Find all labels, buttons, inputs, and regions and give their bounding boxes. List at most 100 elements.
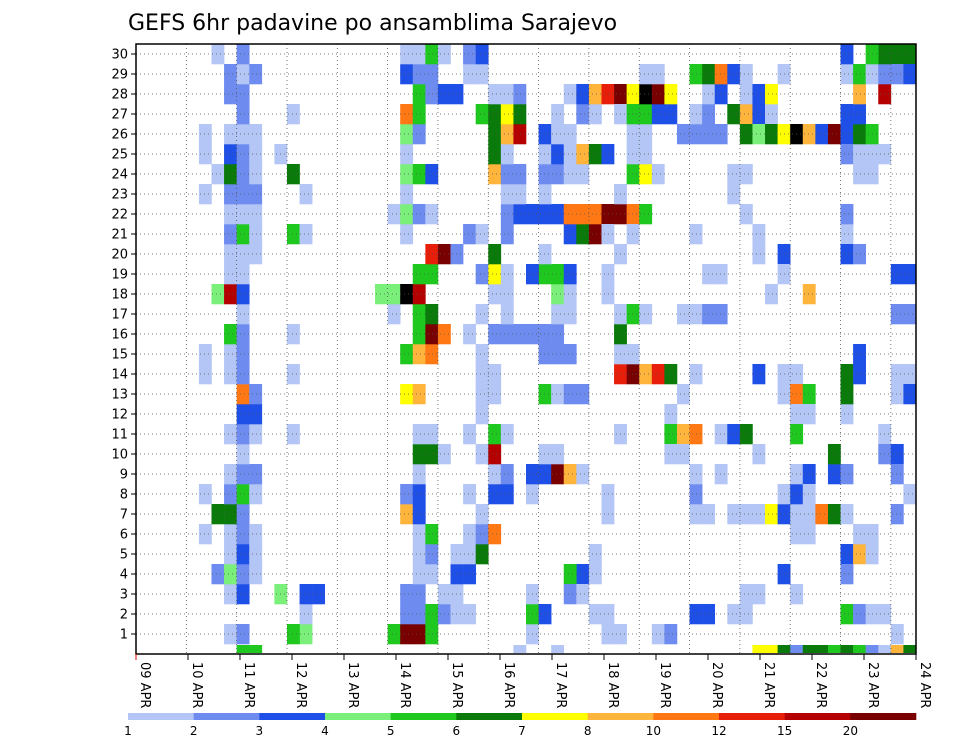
legend-label: 15	[777, 724, 792, 738]
heatmap-cell	[286, 164, 300, 185]
heatmap-cell	[412, 544, 426, 565]
x-tick-label: 16 APR	[501, 662, 516, 708]
heatmap-cell	[249, 484, 263, 505]
y-tick-label: 2	[120, 608, 128, 623]
heatmap-cell	[412, 504, 426, 525]
heatmap-cell	[224, 424, 237, 445]
heatmap-cell	[802, 404, 816, 425]
heatmap-cell	[626, 224, 640, 245]
heatmap-cell	[626, 84, 640, 105]
heatmap-cell	[752, 244, 766, 265]
color-legend: 1 2 3 4 5 6 7 8 10 12 15 20	[124, 713, 917, 738]
heatmap-cell	[500, 204, 514, 225]
heatmap-cell	[475, 504, 489, 525]
heatmap-cell	[890, 304, 904, 325]
heatmap-cell	[739, 424, 753, 445]
heatmap-cell	[551, 204, 565, 225]
heatmap-cell	[601, 204, 615, 225]
heatmap-cell	[425, 524, 439, 545]
control-strip-cell	[777, 645, 791, 653]
heatmap-cell	[224, 184, 237, 205]
heatmap-cell	[463, 544, 476, 565]
y-tick-label: 12	[111, 408, 128, 423]
heatmap-cell	[651, 64, 665, 85]
heatmap-cell	[739, 504, 753, 525]
y-tick-label: 18	[111, 288, 128, 303]
heatmap-cell	[903, 484, 917, 505]
y-tick-label: 25	[111, 148, 128, 163]
heatmap-cell	[563, 384, 577, 405]
x-tick-label: 14 APR	[397, 662, 412, 708]
heatmap-cell	[500, 484, 514, 505]
legend-label: 8	[584, 724, 592, 738]
heatmap-cell	[425, 444, 439, 465]
heatmap-cell	[249, 124, 263, 145]
heatmap-cell	[853, 364, 866, 385]
heatmap-cell	[412, 624, 426, 645]
heatmap-cell	[689, 224, 703, 245]
heatmap-cell	[236, 64, 250, 85]
x-tick-label: 22 APR	[813, 662, 828, 708]
heatmap-cell	[739, 164, 753, 185]
heatmap-cell	[299, 184, 313, 205]
heatmap-cell	[689, 104, 703, 125]
heatmap-cell	[840, 224, 854, 245]
x-tick-label: 17 APR	[553, 662, 568, 708]
heatmap-cell	[588, 224, 602, 245]
heatmap-cell	[727, 604, 741, 625]
y-tick-label: 16	[111, 328, 128, 343]
heatmap-cell	[236, 324, 250, 345]
heatmap-cell	[563, 84, 577, 105]
heatmap-cell	[651, 164, 665, 185]
heatmap-cell	[475, 44, 489, 65]
heatmap-cell	[475, 524, 489, 545]
x-tick-label: 19 APR	[657, 662, 672, 708]
legend-swatch	[587, 713, 654, 720]
heatmap-cell	[475, 304, 489, 325]
heatmap-cell	[664, 404, 678, 425]
heatmap-cell	[488, 284, 502, 305]
heatmap-cell	[236, 304, 250, 325]
heatmap-cell	[739, 604, 753, 625]
legend-label: 4	[321, 724, 329, 738]
heatmap-cell	[249, 404, 263, 425]
heatmap-cell	[425, 204, 439, 225]
heatmap-cell	[249, 544, 263, 565]
heatmap-cell	[400, 224, 414, 245]
heatmap-cell	[400, 44, 414, 65]
heatmap-cell	[400, 344, 414, 365]
heatmap-cell	[752, 124, 766, 145]
heatmap-cell	[538, 204, 552, 225]
heatmap-cell	[286, 224, 300, 245]
heatmap-cell	[198, 364, 212, 385]
chart-title: GEFS 6hr padavine po ansamblima Sarajevo	[128, 11, 617, 36]
heatmap-cell	[840, 464, 854, 485]
heatmap-cell	[412, 204, 426, 225]
heatmap-cell	[249, 144, 263, 165]
heatmap-cell	[412, 464, 426, 485]
heatmap-cell	[601, 484, 615, 505]
heatmap-cell	[853, 144, 866, 165]
heatmap-cell	[903, 264, 917, 285]
heatmap-cell	[802, 504, 816, 525]
heatmap-cell	[412, 304, 426, 325]
heatmap-cell	[639, 304, 653, 325]
plot-frame	[135, 43, 917, 655]
legend-swatch	[193, 713, 260, 720]
heatmap-cell	[538, 124, 552, 145]
heatmap-cell	[576, 224, 590, 245]
heatmap-cell	[588, 204, 602, 225]
heatmap-cell	[475, 444, 489, 465]
heatmap-cell	[425, 164, 439, 185]
heatmap-cell	[249, 244, 263, 265]
heatmap-cell	[601, 504, 615, 525]
heatmap-cell	[802, 284, 816, 305]
heatmap-cell	[651, 104, 665, 125]
heatmap-cell	[299, 604, 313, 625]
heatmap-cell	[551, 264, 565, 285]
x-tick-label: 12 APR	[293, 662, 308, 708]
heatmap-cell	[488, 104, 502, 125]
heatmap-cell	[714, 304, 728, 325]
heatmap-cell	[488, 364, 502, 385]
heatmap-cell	[739, 104, 753, 125]
